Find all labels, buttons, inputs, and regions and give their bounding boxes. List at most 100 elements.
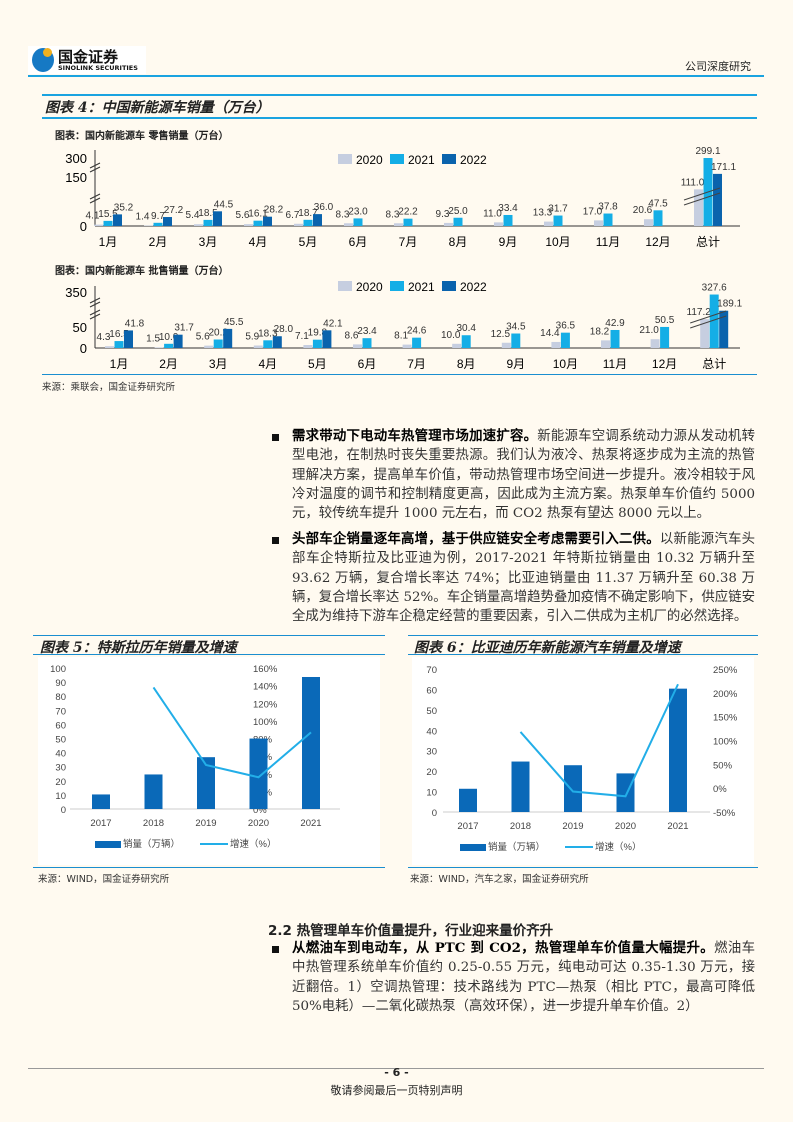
data-label: 37.8: [598, 202, 618, 213]
bar-2020: [694, 189, 703, 226]
data-label: 4.1: [86, 211, 100, 222]
x-tick-label: 10月: [545, 235, 570, 249]
data-label: 5.6: [196, 332, 210, 343]
fig4-source: 来源：乘联会，国金证券研究所: [42, 382, 176, 393]
data-label: 28.2: [264, 205, 284, 216]
disclaimer: 敬请参阅最后一页特别声明: [330, 1084, 463, 1097]
bar-2020: [244, 224, 253, 226]
data-label: 31.7: [174, 323, 194, 334]
bar-2021: [453, 217, 463, 226]
data-label: 50.5: [655, 315, 675, 326]
x-tick-label: 9月: [506, 357, 525, 371]
data-label: 47.5: [648, 198, 668, 209]
data-label: 7.1: [295, 331, 309, 342]
logo-mark-dot-icon: [43, 48, 52, 57]
paragraph-2-text: 以新能源汽车头部车企特斯拉及比亚迪为例，2017-2021 年特斯拉销量由 10…: [292, 532, 756, 625]
bar-2021: [353, 218, 363, 226]
x-tick-label: 总计: [702, 357, 726, 371]
paragraph-2-lead: 头部车企销量逐年高增，基于供应链安全考虑需要引入二供。: [292, 531, 660, 547]
x-tick-label: 2月: [159, 357, 178, 371]
bar-2020: [344, 223, 353, 226]
y-tick-label: 0: [80, 219, 87, 234]
x-tick-label: 6月: [358, 357, 377, 371]
data-label: 35.2: [114, 202, 134, 213]
data-label: 33.4: [498, 203, 518, 214]
bar-2020: [444, 222, 453, 226]
data-label: 42.9: [605, 318, 625, 329]
data-label: 12.5: [491, 329, 511, 340]
data-label: 19.8: [308, 328, 328, 339]
x-tick-label: 5月: [308, 357, 327, 371]
fig4-source-rule: [42, 374, 757, 375]
chart-retail-title: 图表：国内新能源车 零售销量（万台）: [55, 131, 229, 142]
fig4-bottom-rule: [42, 117, 757, 119]
bar-2021: [703, 158, 713, 226]
data-label: 299.1: [695, 146, 720, 157]
chart-wholesale-title: 图表：国内新能源车 批售销量（万台）: [55, 266, 229, 277]
section-heading: 2.2 热管理单车价值量提升，行业迎来量价齐升: [268, 923, 554, 939]
bullet-icon: [272, 946, 279, 953]
bar-2020: [105, 346, 114, 348]
axis-break-icon: [89, 309, 101, 320]
bar-2021: [153, 222, 163, 226]
footer-rule: [28, 1068, 764, 1069]
bar-2020: [294, 223, 303, 226]
data-label: 18.3: [258, 328, 278, 339]
bar-2022: [263, 216, 272, 226]
legend-swatch: [338, 281, 352, 291]
data-label: 8.3: [386, 209, 400, 220]
fig5-title: 图表 5：特斯拉历年销量及增速: [40, 640, 237, 656]
fig6-source: 来源：WIND，汽车之家，国金证券研究所: [410, 874, 589, 885]
bar-2021: [312, 339, 322, 348]
x-tick-label: 12月: [652, 357, 677, 371]
paragraph-1-text: 新能源车空调系统动力源从发动机转型电池，在制热时丧失重要热源。我们认为液冷、热泵…: [292, 429, 756, 522]
bar-2020: [601, 340, 610, 348]
fig5-source-rule: [33, 867, 385, 868]
data-label: 111.0: [681, 177, 705, 188]
data-label: 9.7: [151, 211, 165, 222]
logo-en: SINOLINK SECURITIES: [58, 64, 138, 72]
bar-2021: [560, 332, 570, 348]
data-label: 25.0: [448, 206, 468, 217]
bar-2020: [544, 221, 553, 226]
bar-2020: [644, 219, 653, 226]
data-label: 117.2: [687, 307, 712, 318]
fig6-title-rule: [408, 654, 758, 655]
bar-2020: [154, 347, 164, 348]
bar-2022: [272, 336, 282, 348]
x-tick-label: 5月: [299, 235, 318, 249]
bar-2020: [94, 224, 103, 226]
bar-2020: [594, 220, 603, 226]
y-tick-label: 50: [73, 320, 87, 335]
data-label: 31.7: [548, 204, 568, 215]
x-tick-label: 4月: [249, 235, 268, 249]
data-label: 27.2: [164, 205, 184, 216]
bar-2020: [700, 319, 710, 348]
bar-2022: [173, 334, 183, 348]
x-tick-label: 总计: [696, 235, 720, 249]
data-label: 16.5: [109, 329, 129, 340]
legend-label: 2020: [356, 153, 383, 167]
y-tick-label: 300: [65, 151, 87, 166]
data-label: 6.7: [286, 210, 300, 221]
header-rule: [28, 75, 764, 77]
data-label: 18.5: [198, 208, 218, 219]
paragraph-1: 需求带动下电动车热管理市场加速扩容。新能源车空调系统动力源从发动机转型电池，在制…: [292, 427, 755, 523]
x-tick-label: 7月: [407, 357, 426, 371]
fig6-chart-area: [412, 657, 754, 865]
data-label: 189.1: [717, 299, 742, 310]
bar-2021: [653, 210, 663, 226]
data-label: 11.0: [483, 208, 502, 219]
data-label: 22.2: [398, 207, 418, 218]
data-label: 1.4: [136, 212, 150, 223]
fig5-source: 来源：WIND，国金证券研究所: [38, 874, 170, 885]
bar-2020: [353, 344, 362, 348]
y-tick-label: 0: [80, 341, 87, 356]
bar-2021: [603, 213, 613, 226]
data-label: 44.5: [214, 199, 234, 210]
x-tick-label: 11月: [596, 235, 620, 249]
x-tick-label: 9月: [499, 235, 518, 249]
x-tick-label: 12月: [645, 235, 670, 249]
bar-2021: [164, 343, 174, 348]
x-tick-label: 3月: [209, 357, 228, 371]
